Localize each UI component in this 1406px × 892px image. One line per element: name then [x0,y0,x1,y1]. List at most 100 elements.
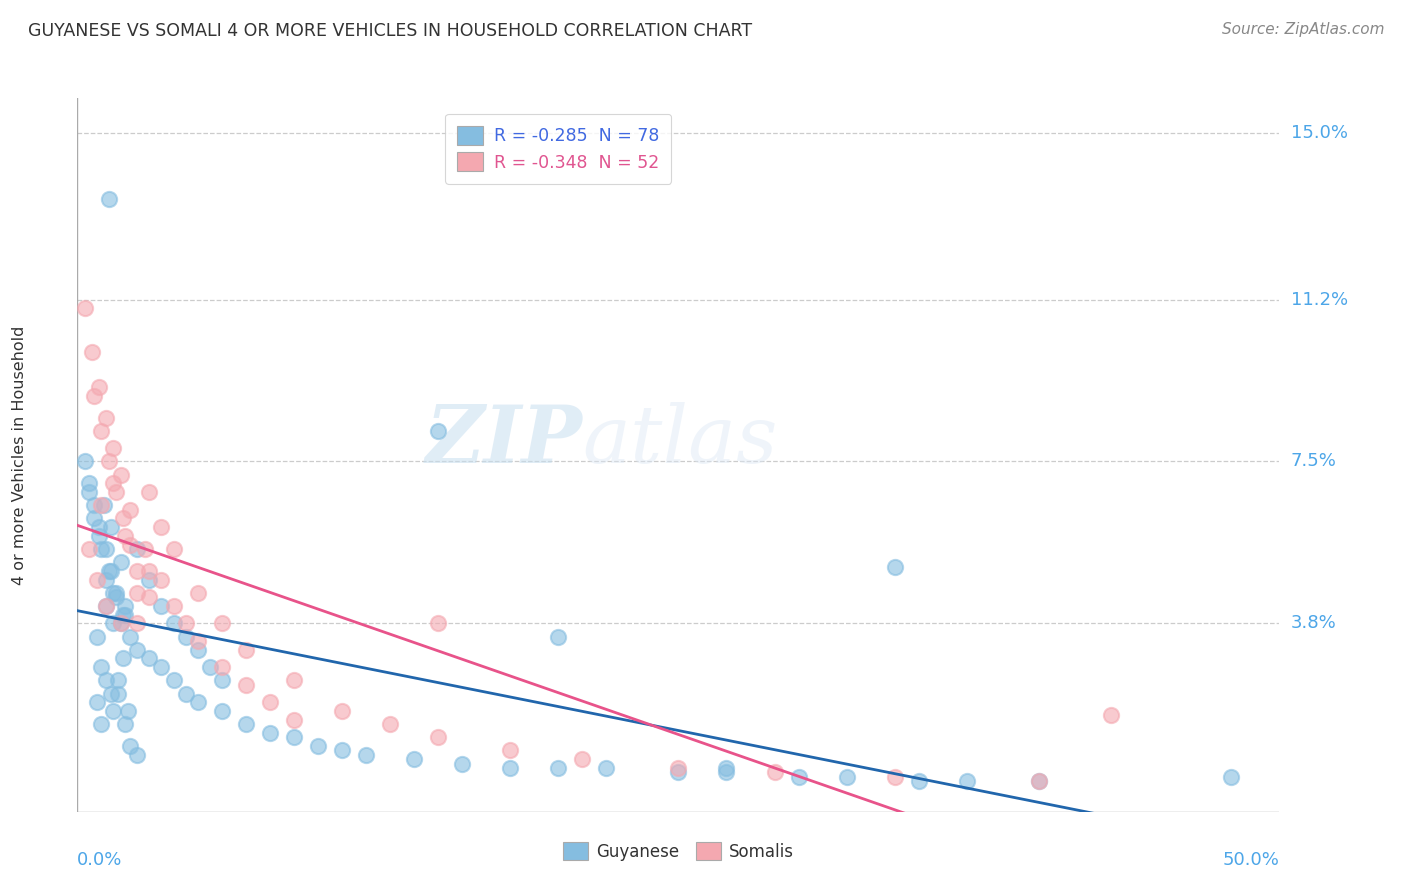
Point [283,731,305,745]
Point [80,345,103,359]
Point [90,660,112,674]
Point [120,538,142,552]
Text: 3.8%: 3.8% [1291,615,1336,632]
Point [127,564,149,578]
Point [427,424,450,438]
Point [571,752,593,766]
Point [908,774,931,789]
Point [79,476,101,491]
Point [111,607,134,622]
Point [1099,708,1122,723]
Point [956,774,979,789]
Point [378,717,401,731]
Point [87,380,110,394]
Point [150,573,173,587]
Point [162,599,184,613]
Point [186,695,209,709]
Point [499,743,522,757]
Point [73,301,96,316]
Point [211,704,233,718]
Point [211,660,233,674]
Point [87,529,110,543]
Point [307,739,329,753]
Point [90,717,112,731]
Point [97,192,120,206]
Point [90,542,112,557]
Text: 4 or more Vehicles in Household: 4 or more Vehicles in Household [13,326,27,584]
Point [110,616,132,631]
Point [100,564,122,578]
Point [114,599,136,613]
Point [668,761,690,775]
Point [138,564,160,578]
Point [114,717,136,731]
Point [96,599,118,613]
Point [162,673,184,688]
Point [100,686,122,700]
Point [150,599,173,613]
Point [111,511,134,525]
Point [114,529,136,543]
Point [883,559,905,574]
Point [134,542,156,557]
Point [186,642,209,657]
Point [97,454,120,468]
Point [90,498,112,512]
Point [174,686,197,700]
Point [330,704,353,718]
Point [259,726,281,740]
Point [127,747,149,762]
Point [127,616,149,631]
Point [96,542,118,557]
Point [90,424,112,438]
Point [103,442,125,456]
Point [138,591,160,605]
Point [787,770,810,784]
Point [114,607,136,622]
Text: 15.0%: 15.0% [1291,124,1347,142]
Point [93,498,115,512]
Point [107,686,129,700]
Point [103,616,125,631]
Text: 7.5%: 7.5% [1291,452,1337,470]
Point [120,739,142,753]
Point [211,616,233,631]
Point [127,586,149,600]
Point [235,717,257,731]
Point [96,573,118,587]
Point [138,573,160,587]
Point [127,642,149,657]
Point [110,555,132,569]
Point [716,761,738,775]
Point [235,642,257,657]
Point [547,761,569,775]
Point [402,752,425,766]
Point [111,651,134,665]
Point [138,651,160,665]
Point [174,616,197,631]
Point [595,761,617,775]
Point [716,765,738,780]
Text: atlas: atlas [582,402,778,479]
Point [330,743,353,757]
Text: 0.0%: 0.0% [77,851,122,869]
Text: Source: ZipAtlas.com: Source: ZipAtlas.com [1222,22,1385,37]
Point [103,704,125,718]
Point [73,454,96,468]
Point [110,467,132,482]
Point [259,695,281,709]
Point [186,586,209,600]
Point [763,765,786,780]
Point [86,695,108,709]
Point [427,616,450,631]
Point [198,660,221,674]
Point [883,770,905,784]
Point [668,765,690,780]
Text: GUYANESE VS SOMALI 4 OR MORE VEHICLES IN HOUSEHOLD CORRELATION CHART: GUYANESE VS SOMALI 4 OR MORE VEHICLES IN… [28,22,752,40]
Point [79,485,101,500]
Point [211,673,233,688]
Point [1028,774,1050,789]
Point [162,616,184,631]
Point [174,630,197,644]
Point [100,520,122,534]
